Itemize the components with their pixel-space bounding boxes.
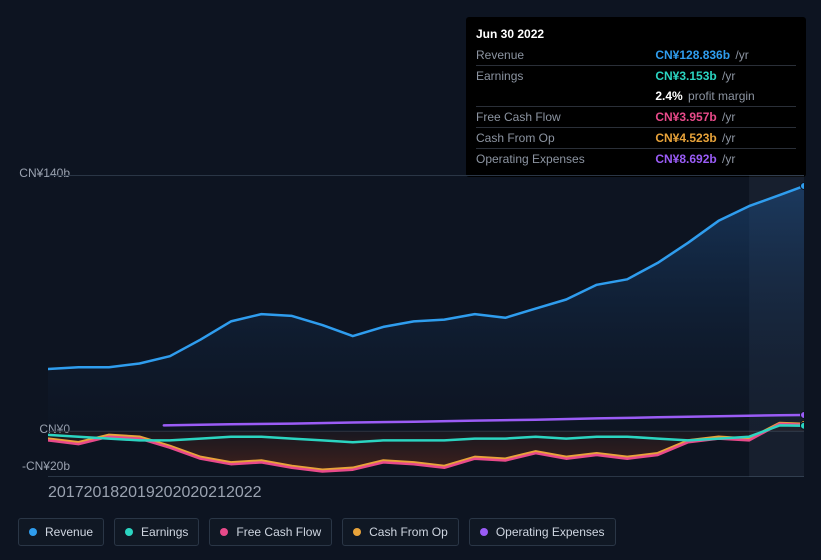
legend-item-label: Revenue <box>45 525 93 539</box>
tooltip-row-value: CN¥8.692b /yr <box>655 149 796 170</box>
x-tick-label: 2019 <box>119 484 155 501</box>
legend: Revenue Earnings Free Cash Flow Cash From O… <box>18 518 616 546</box>
tooltip-row-label: Revenue <box>476 45 655 66</box>
x-tick-label: 2022 <box>226 484 262 501</box>
tooltip-row-value: CN¥3.957b /yr <box>655 107 796 128</box>
tooltip-row-label: Free Cash Flow <box>476 107 655 128</box>
earnings-dot-icon <box>125 528 133 536</box>
fcf-dot-icon <box>220 528 228 536</box>
revenue-dot-icon <box>29 528 37 536</box>
tooltip-row: Cash From OpCN¥4.523b /yr <box>476 128 796 149</box>
tooltip-row: Free Cash FlowCN¥3.957b /yr <box>476 107 796 128</box>
legend-item-label: Cash From Op <box>369 525 448 539</box>
tooltip: Jun 30 2022 RevenueCN¥128.836b /yrEarnin… <box>466 17 806 177</box>
legend-item-revenue[interactable]: Revenue <box>18 518 104 546</box>
opex-dot-icon <box>480 528 488 536</box>
cfo-dot-icon <box>353 528 361 536</box>
legend-item-earnings[interactable]: Earnings <box>114 518 199 546</box>
x-tick-label: 2020 <box>155 484 191 501</box>
tooltip-row-label: Earnings <box>476 66 655 87</box>
chart-svg <box>48 175 804 477</box>
legend-item-opex[interactable]: Operating Expenses <box>469 518 616 546</box>
tooltip-row-value: CN¥4.523b /yr <box>655 128 796 149</box>
x-tick-label: 2021 <box>190 484 226 501</box>
legend-item-label: Free Cash Flow <box>236 525 321 539</box>
chart-area[interactable] <box>48 175 804 477</box>
legend-item-fcf[interactable]: Free Cash Flow <box>209 518 332 546</box>
tooltip-row: Operating ExpensesCN¥8.692b /yr <box>476 149 796 170</box>
tooltip-row-label <box>476 86 655 107</box>
tooltip-table: RevenueCN¥128.836b /yrEarningsCN¥3.153b … <box>476 45 796 169</box>
tooltip-row-value: CN¥128.836b /yr <box>655 45 796 66</box>
tooltip-date: Jun 30 2022 <box>476 25 796 43</box>
legend-item-label: Earnings <box>141 525 188 539</box>
x-tick-label: 2018 <box>84 484 120 501</box>
tooltip-row: EarningsCN¥3.153b /yr <box>476 66 796 87</box>
tooltip-row: 2.4% profit margin <box>476 86 796 107</box>
tooltip-row-value: 2.4% profit margin <box>655 86 796 107</box>
tooltip-row-value: CN¥3.153b /yr <box>655 66 796 87</box>
legend-item-cfo[interactable]: Cash From Op <box>342 518 459 546</box>
legend-item-label: Operating Expenses <box>496 525 605 539</box>
x-tick-label: 2017 <box>48 484 84 501</box>
tooltip-row-label: Operating Expenses <box>476 149 655 170</box>
x-axis-labels: 201720182019202020212022 <box>48 484 804 500</box>
tooltip-row-label: Cash From Op <box>476 128 655 149</box>
tooltip-row: RevenueCN¥128.836b /yr <box>476 45 796 66</box>
